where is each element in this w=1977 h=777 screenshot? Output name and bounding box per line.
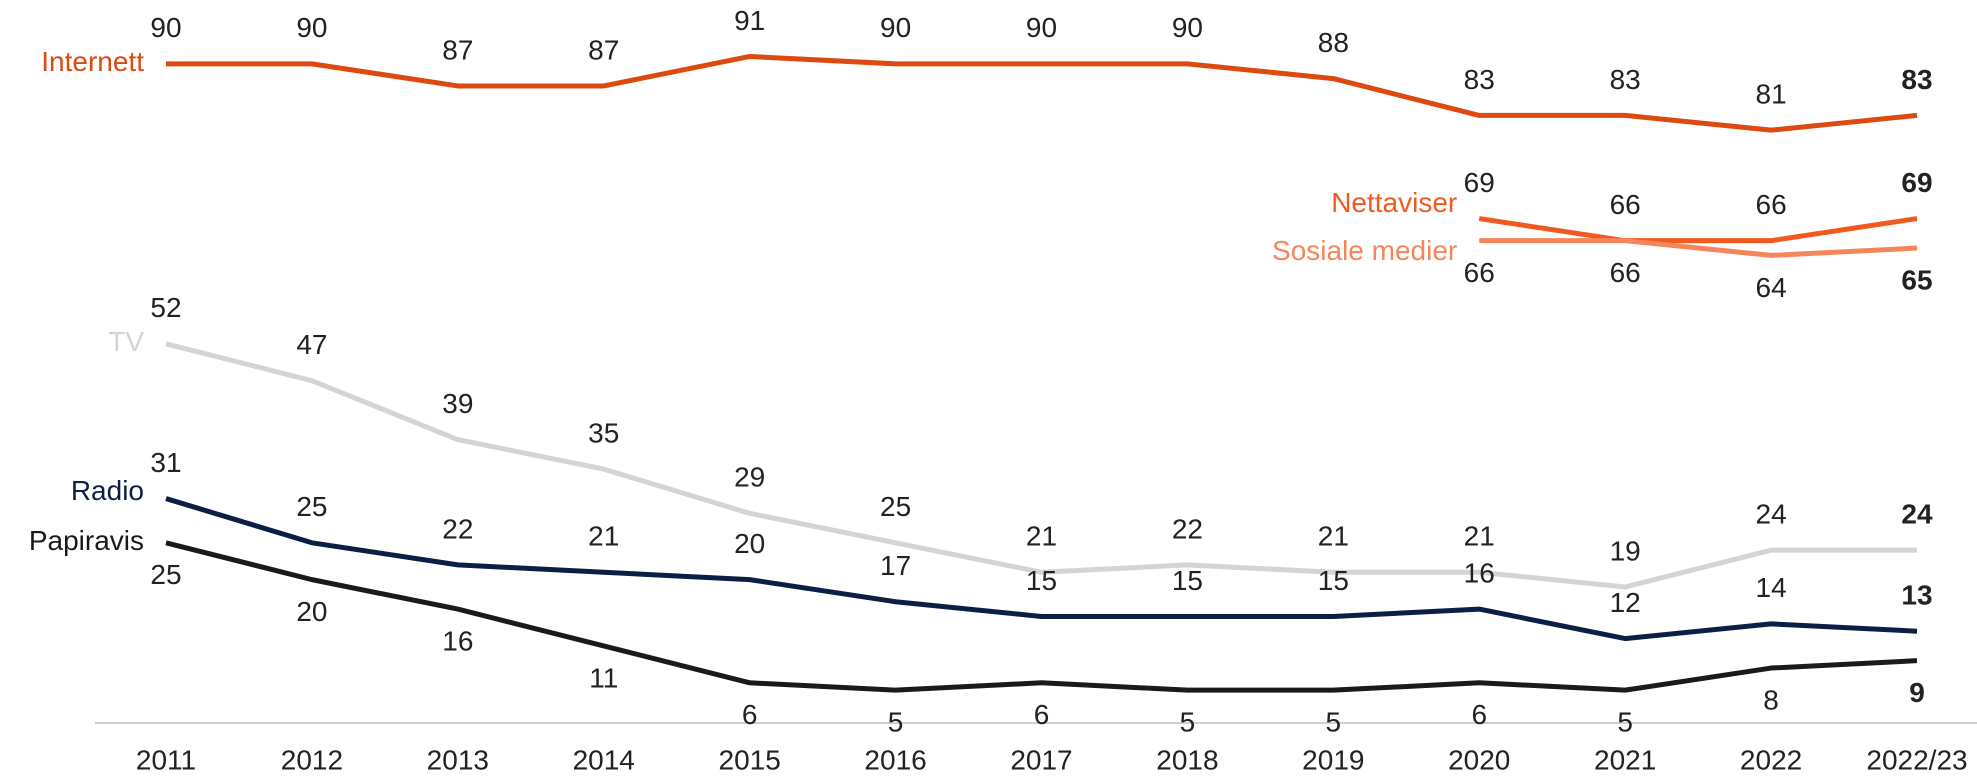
value-label: 47 [296,329,327,360]
value-label: 90 [150,12,181,43]
value-label: 5 [1326,707,1342,738]
value-label: 12 [1610,587,1641,618]
series-label: Nettaviser [1331,187,1457,218]
x-tick-label: 2022/23 [1866,744,1967,775]
value-label: 64 [1756,272,1787,303]
x-tick-label: 2022 [1740,744,1802,775]
value-label: 88 [1318,27,1349,58]
x-tick-label: 2013 [427,744,489,775]
value-label: 22 [442,513,473,544]
value-label: 6 [742,699,758,730]
value-label: 81 [1756,79,1787,110]
value-label: 87 [588,34,619,65]
value-label: 91 [734,5,765,36]
value-label: 39 [442,388,473,419]
value-label: 87 [442,34,473,65]
series-label: Papiravis [29,525,144,556]
value-label: 17 [880,550,911,581]
value-label: 9 [1909,677,1925,708]
value-label: 13 [1901,580,1932,611]
value-label: 22 [1172,513,1203,544]
value-label: 31 [150,447,181,478]
value-label: 21 [588,521,619,552]
x-tick-label: 2016 [864,744,926,775]
value-label: 15 [1172,565,1203,596]
value-label: 52 [150,292,181,323]
series-label: Radio [71,475,144,506]
value-label: 21 [1026,521,1057,552]
value-label: 90 [880,12,911,43]
x-tick-label: 2011 [136,744,196,775]
x-tick-label: 2014 [573,744,635,775]
value-label: 65 [1901,264,1932,295]
series-line [165,540,1918,693]
x-tick-label: 2021 [1594,744,1656,775]
value-label: 24 [1901,499,1933,530]
value-label: 66 [1610,189,1641,220]
x-tick-label: 2020 [1448,744,1510,775]
value-label: 19 [1610,535,1641,566]
series-line [165,341,1917,590]
value-label: 15 [1026,565,1057,596]
value-label: 16 [1464,557,1495,588]
value-label: 25 [880,491,911,522]
value-label: 15 [1318,565,1349,596]
value-label: 8 [1763,684,1779,715]
value-label: 21 [1318,521,1349,552]
value-label: 16 [442,625,473,656]
value-label: 90 [1172,12,1203,43]
series-line [1478,216,1918,244]
value-label: 90 [1026,12,1057,43]
value-label: 6 [1471,699,1487,730]
series-line [165,496,1918,642]
value-label: 24 [1756,499,1787,530]
value-label: 20 [296,596,327,627]
series-label: TV [108,326,144,357]
x-tick-label: 2018 [1156,744,1218,775]
value-label: 21 [1464,521,1495,552]
x-tick-label: 2012 [281,744,343,775]
value-label: 69 [1464,167,1495,198]
value-label: 83 [1610,64,1641,95]
value-label: 5 [888,707,904,738]
series-line [166,53,1918,133]
value-label: 66 [1610,257,1641,288]
x-tick-label: 2019 [1302,744,1364,775]
series-label: Internett [41,46,144,77]
value-label: 35 [588,417,619,448]
value-label: 5 [1617,707,1633,738]
x-tick-label: 2017 [1010,744,1072,775]
value-label: 83 [1464,64,1495,95]
value-label: 14 [1756,572,1787,603]
value-label: 25 [296,491,327,522]
value-label: 6 [1034,699,1050,730]
series-line [1479,238,1918,258]
value-label: 66 [1464,257,1495,288]
value-label: 25 [150,559,181,590]
value-label: 11 [589,662,618,693]
value-label: 5 [1180,707,1196,738]
value-label: 83 [1901,64,1932,95]
value-label: 69 [1901,167,1932,198]
value-label: 66 [1756,189,1787,220]
series-label: Sosiale medier [1272,235,1457,266]
value-label: 90 [296,12,327,43]
value-label: 20 [734,528,765,559]
x-tick-label: 2015 [719,744,781,775]
value-label: 29 [734,462,765,493]
